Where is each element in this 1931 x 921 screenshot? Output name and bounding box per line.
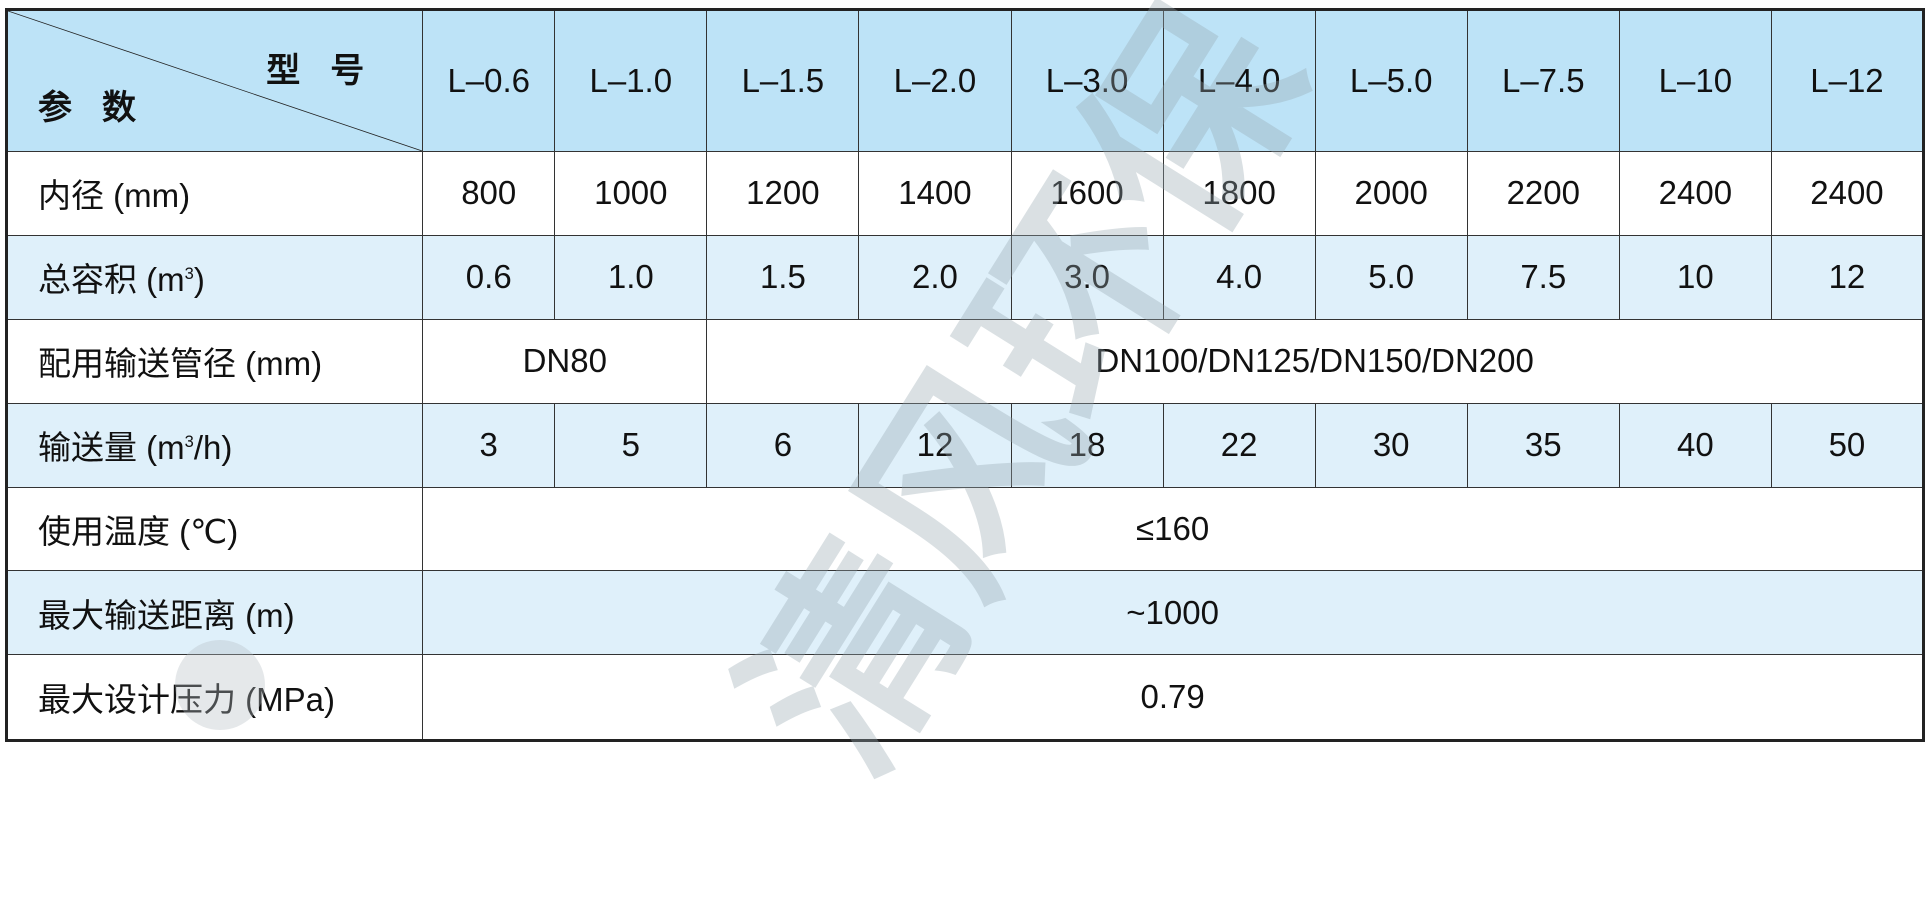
cell: 1400	[858, 151, 1012, 236]
cell: 40	[1618, 402, 1772, 488]
cell: 4.0	[1162, 234, 1316, 320]
cell: 0.79	[422, 654, 1924, 741]
cell: DN100/DN125/DN150/DN200	[706, 318, 1924, 404]
model-header: L–5.0	[1314, 9, 1468, 152]
spec-table: 型号 参数 L–0.6 L–1.0 L–1.5 L–2.0 L–3.0 L–4.…	[5, 8, 1925, 742]
cell: DN80	[422, 318, 708, 404]
row-label: 配用输送管径 (mm)	[5, 318, 424, 404]
row-label: 输送量 (m3/h)	[5, 402, 424, 488]
table-row-temperature: 使用温度 (℃) ≤160	[5, 486, 1924, 572]
cell: 2000	[1314, 151, 1468, 236]
cell: 1.0	[554, 234, 708, 320]
table-row-max-pressure: 最大设计压力 (MPa) 0.79	[5, 654, 1924, 741]
row-label: 使用温度 (℃)	[5, 486, 424, 572]
cell: 22	[1162, 402, 1316, 488]
header-row: 型号 参数 L–0.6 L–1.0 L–1.5 L–2.0 L–3.0 L–4.…	[5, 9, 1925, 152]
label-sup: 3	[184, 433, 194, 452]
cell: 30	[1314, 402, 1468, 488]
cell: ≤160	[422, 486, 1924, 572]
corner-cell: 型号 参数	[5, 9, 424, 152]
table-row-capacity: 输送量 (m3/h) 3 5 6 12 18 22 30 35 40 50	[5, 402, 1925, 488]
model-header: L–12	[1770, 9, 1925, 152]
cell: 1.5	[706, 234, 860, 320]
table-row-total-volume: 总容积 (m3) 0.6 1.0 1.5 2.0 3.0 4.0 5.0 7.5…	[5, 234, 1925, 320]
cell: 2200	[1466, 151, 1620, 236]
cell: 1800	[1162, 151, 1316, 236]
cell: 6	[706, 402, 860, 488]
cell: 12	[858, 402, 1012, 488]
label-text: 总容积 (m	[38, 261, 185, 299]
model-header: L–1.0	[554, 9, 708, 152]
label-sup: 3	[184, 265, 194, 284]
cell: 2400	[1618, 151, 1772, 236]
row-label: 内径 (mm)	[5, 151, 424, 236]
cell: 1000	[554, 151, 708, 236]
cell: 5.0	[1314, 234, 1468, 320]
model-header: L–4.0	[1162, 9, 1316, 152]
label-text: 输送量 (m	[38, 429, 185, 467]
cell: 10	[1618, 234, 1772, 320]
cell: 50	[1770, 402, 1925, 488]
row-label: 最大输送距离 (m)	[5, 570, 424, 656]
model-header: L–1.5	[706, 9, 860, 152]
cell: 7.5	[1466, 234, 1620, 320]
model-header: L–7.5	[1466, 9, 1620, 152]
label-text: )	[193, 261, 205, 299]
model-header: L–0.6	[422, 9, 556, 152]
cell: 800	[422, 151, 556, 236]
model-header: L–3.0	[1010, 9, 1164, 152]
diagonal-divider	[8, 11, 422, 151]
cell: 1600	[1010, 151, 1164, 236]
cell: 18	[1010, 402, 1164, 488]
cell: ~1000	[422, 570, 1924, 656]
cell: 2.0	[858, 234, 1012, 320]
label-text: /h)	[193, 429, 233, 467]
model-header: L–10	[1618, 9, 1772, 152]
cell: 3.0	[1010, 234, 1164, 320]
cell: 3	[422, 402, 556, 488]
cell: 12	[1770, 234, 1925, 320]
cell: 1200	[706, 151, 860, 236]
cell: 2400	[1770, 151, 1925, 236]
table-row-inner-diameter: 内径 (mm) 800 1000 1200 1400 1600 1800 200…	[5, 151, 1925, 236]
corner-param-label: 参数	[38, 89, 166, 127]
cell: 5	[554, 402, 708, 488]
model-header: L–2.0	[858, 9, 1012, 152]
corner-model-label: 型号	[266, 52, 395, 90]
table-row-max-distance: 最大输送距离 (m) ~1000	[5, 570, 1924, 656]
cell: 0.6	[422, 234, 556, 320]
row-label: 总容积 (m3)	[5, 234, 424, 320]
table-row-pipe-diameter: 配用输送管径 (mm) DN80 DN100/DN125/DN150/DN200	[5, 318, 1924, 404]
cell: 35	[1466, 402, 1620, 488]
row-label: 最大设计压力 (MPa)	[5, 654, 424, 741]
